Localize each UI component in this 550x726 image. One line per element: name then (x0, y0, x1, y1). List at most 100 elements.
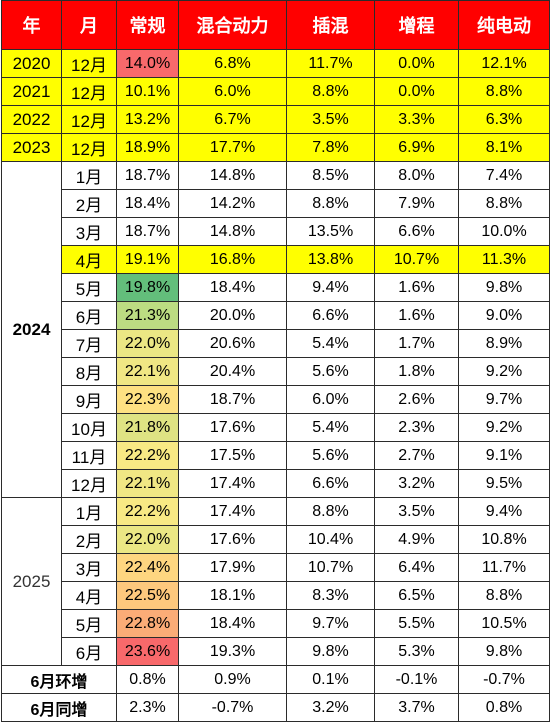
conventional-value: 23.6% (116, 637, 179, 666)
year-cell: 2022 (1, 105, 62, 134)
month-cell: 2月 (61, 525, 117, 554)
range-extender-value: 2.7% (374, 441, 459, 470)
pure-electric-value: 8.9% (458, 329, 550, 358)
hybrid-value: 19.3% (178, 637, 287, 666)
hybrid-value: 6.0% (178, 77, 287, 106)
conventional-value: 18.9% (116, 133, 179, 162)
month-cell: 6月 (61, 301, 117, 330)
plugin-hybrid-value: 5.4% (286, 413, 375, 442)
hybrid-value: 18.7% (178, 385, 287, 414)
conventional-value: 22.0% (116, 525, 179, 554)
range-extender-value: 3.2% (374, 469, 459, 498)
range-extender-value: 8.0% (374, 161, 459, 190)
range-extender-value: 2.6% (374, 385, 459, 414)
pure-electric-value: 9.2% (458, 357, 550, 386)
year-cell: 2023 (1, 133, 62, 162)
month-cell: 12月 (61, 133, 117, 162)
table-row: 6月 21.3% 20.0% 6.6% 1.6% 9.0% (2, 301, 550, 330)
conventional-value: 21.8% (116, 413, 179, 442)
month-cell: 12月 (61, 105, 117, 134)
plugin-hybrid-value: 8.8% (286, 497, 375, 526)
month-cell: 8月 (61, 357, 117, 386)
plugin-hybrid-value: 8.3% (286, 581, 375, 610)
pure-electric-value: 10.8% (458, 525, 550, 554)
pure-electric-value: 6.3% (458, 105, 550, 134)
table-row: 2月 18.4% 14.2% 8.8% 7.9% 8.8% (2, 189, 550, 218)
plugin-hybrid-value: 6.0% (286, 385, 375, 414)
conventional-value: 2.3% (116, 693, 179, 722)
range-extender-value: 5.3% (374, 637, 459, 666)
hybrid-value: 0.9% (178, 665, 287, 694)
conventional-value: 13.2% (116, 105, 179, 134)
month-cell: 2月 (61, 189, 117, 218)
conventional-value: 19.1% (116, 245, 179, 274)
pure-electric-value: 9.2% (458, 413, 550, 442)
conventional-value: 22.8% (116, 609, 179, 638)
table-row: 9月 22.3% 18.7% 6.0% 2.6% 9.7% (2, 385, 550, 414)
hybrid-value: 14.2% (178, 189, 287, 218)
range-extender-value: 1.6% (374, 301, 459, 330)
year-group-2024: 2024 (1, 161, 62, 498)
table-row: 6月环增 0.8% 0.9% 0.1% -0.1% -0.7% (1, 665, 550, 694)
month-cell: 4月 (61, 245, 117, 274)
range-extender-value: 4.9% (374, 525, 459, 554)
year-cell: 2021 (1, 77, 62, 106)
table-header: 年 月 常规 混合动力 插混 增程 纯电动 (1, 0, 550, 50)
range-extender-value: 6.5% (374, 581, 459, 610)
pure-electric-value: 9.8% (458, 637, 550, 666)
range-extender-value: 6.6% (374, 217, 459, 246)
month-cell: 1月 (61, 161, 117, 190)
pure-electric-value: 7.4% (458, 161, 550, 190)
month-cell: 12月 (61, 469, 117, 498)
plugin-hybrid-value: 6.6% (286, 469, 375, 498)
conventional-value: 22.4% (116, 553, 179, 582)
plugin-hybrid-value: 9.7% (286, 609, 375, 638)
pure-electric-value: 8.8% (458, 77, 550, 106)
range-extender-value: 0.0% (374, 49, 459, 78)
month-cell: 12月 (61, 77, 117, 106)
conventional-value: 22.1% (116, 469, 179, 498)
pure-electric-value: 8.1% (458, 133, 550, 162)
hybrid-value: 17.6% (178, 413, 287, 442)
range-extender-value: 6.9% (374, 133, 459, 162)
table-row: 11月 22.2% 17.5% 5.6% 2.7% 9.1% (2, 441, 550, 470)
plugin-hybrid-value: 8.8% (286, 77, 375, 106)
year-group-2025: 2025 (1, 497, 62, 666)
table-row: 6月 23.6% 19.3% 9.8% 5.3% 9.8% (2, 637, 550, 666)
pure-electric-value: 9.0% (458, 301, 550, 330)
table-row: 12月 22.1% 17.4% 6.6% 3.2% 9.5% (2, 469, 550, 498)
table-row: 2024 1月 18.7% 14.8% 8.5% 8.0% 7.4% (1, 161, 550, 498)
month-cell: 11月 (61, 441, 117, 470)
plugin-hybrid-value: 8.5% (286, 161, 375, 190)
month-cell: 6月 (61, 637, 117, 666)
hybrid-value: 18.4% (178, 609, 287, 638)
conventional-value: 22.2% (116, 497, 179, 526)
conventional-value: 21.3% (116, 301, 179, 330)
table-row: 10月 21.8% 17.6% 5.4% 2.3% 9.2% (2, 413, 550, 442)
table-row: 6月同增 2.3% -0.7% 3.2% 3.7% 0.8% (1, 693, 550, 722)
hybrid-value: 20.0% (178, 301, 287, 330)
table-row: 4月 19.1% 16.8% 13.8% 10.7% 11.3% (2, 245, 550, 274)
pure-electric-value: 9.7% (458, 385, 550, 414)
conventional-value: 14.0% (116, 49, 179, 78)
month-cell: 1月 (61, 497, 117, 526)
table-row: 3月 22.4% 17.9% 10.7% 6.4% 11.7% (2, 553, 550, 582)
hybrid-value: 18.4% (178, 273, 287, 302)
plugin-hybrid-value: 5.6% (286, 357, 375, 386)
range-extender-value: 3.7% (374, 693, 459, 722)
header-month: 月 (61, 0, 117, 50)
table-row: 2023 12月 18.9% 17.7% 7.8% 6.9% 8.1% (1, 133, 550, 162)
conventional-value: 22.5% (116, 581, 179, 610)
plugin-hybrid-value: 11.7% (286, 49, 375, 78)
header-conventional: 常规 (116, 0, 179, 50)
range-extender-value: 6.4% (374, 553, 459, 582)
header-range-extender: 增程 (374, 0, 459, 50)
plugin-hybrid-value: 9.4% (286, 273, 375, 302)
month-cell: 9月 (61, 385, 117, 414)
hybrid-value: 20.4% (178, 357, 287, 386)
range-extender-value: 7.9% (374, 189, 459, 218)
summary-label: 6月环增 (1, 665, 117, 694)
pure-electric-value: 0.8% (458, 693, 550, 722)
range-extender-value: 5.5% (374, 609, 459, 638)
range-extender-value: 3.5% (374, 497, 459, 526)
